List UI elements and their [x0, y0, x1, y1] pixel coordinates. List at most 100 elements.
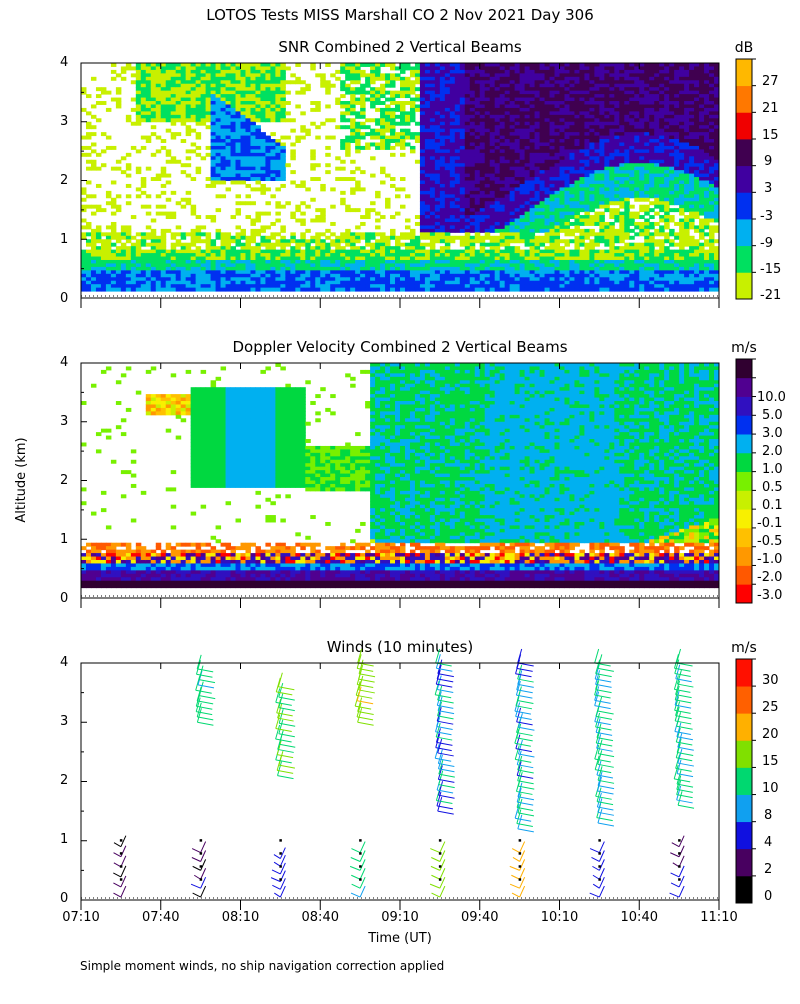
snr-cell: [175, 80, 182, 85]
snr-cell: [310, 270, 316, 275]
snr-cell: [81, 204, 87, 209]
snr-cell: [130, 256, 137, 261]
snr-cell: [504, 259, 511, 264]
snr-cell: [235, 121, 241, 126]
snr-cell: [255, 280, 261, 285]
snr-cell: [599, 273, 605, 278]
snr-cell: [170, 273, 177, 278]
snr-cell: [235, 97, 241, 102]
snr-cell: [155, 194, 162, 199]
snr-cell: [524, 197, 531, 202]
snr-cell: [424, 266, 431, 271]
snr-cell: [479, 249, 486, 254]
snr-cell: [195, 215, 202, 220]
snr-cell: [380, 139, 386, 143]
snr-cell: [519, 69, 526, 74]
snr-cell: [584, 104, 590, 109]
snr-cell: [115, 194, 122, 199]
snr-cell: [469, 132, 476, 137]
snr-cell: [115, 90, 122, 95]
snr-cell: [479, 128, 486, 133]
snr-cell: [459, 190, 466, 195]
snr-cell: [589, 97, 595, 102]
snr-cell: [245, 266, 251, 271]
snr-cell: [404, 246, 411, 251]
snr-cell: [170, 215, 177, 220]
snr-cell: [534, 263, 541, 268]
snr-cell: [260, 111, 266, 116]
snr-cell: [315, 239, 321, 244]
snr-cell: [429, 87, 436, 92]
snr-cell: [340, 87, 346, 92]
snr-cell: [524, 173, 531, 178]
snr-cell: [265, 139, 271, 143]
snr-cell: [190, 128, 197, 133]
snr-cell: [569, 280, 575, 285]
snr-cell: [355, 111, 361, 116]
snr-cell: [305, 87, 311, 92]
snr-cell: [459, 287, 466, 292]
snr-cell: [360, 273, 366, 278]
snr-cell: [519, 249, 526, 254]
snr-cell: [599, 270, 605, 275]
snr-cell: [524, 218, 531, 223]
snr-cell: [519, 235, 526, 240]
snr-cell: [444, 83, 451, 88]
snr-cell: [240, 266, 246, 271]
snr-cell: [429, 66, 436, 71]
snr-cell: [160, 69, 167, 74]
snr-cell: [439, 235, 446, 240]
snr-cell: [185, 107, 192, 112]
snr-cell: [459, 197, 466, 202]
snr-cell: [275, 211, 281, 216]
snr-cell: [130, 242, 137, 247]
snr-cell: [434, 280, 441, 285]
snr-cell: [549, 256, 556, 261]
snr-cell: [499, 97, 506, 102]
snr-cell: [494, 114, 501, 119]
snr-cell: [549, 76, 556, 81]
snr-cell: [559, 73, 565, 78]
snr-cell: [205, 69, 212, 74]
snr-cell: [589, 166, 595, 171]
snr-cell: [140, 104, 147, 109]
snr-cell: [145, 76, 152, 81]
snr-cell: [489, 166, 496, 171]
snr-cell: [599, 145, 605, 150]
snr-cell: [180, 284, 187, 289]
snr-cell: [165, 253, 172, 258]
snr-cell: [479, 215, 486, 220]
snr-cell: [479, 132, 486, 137]
snr-cell: [419, 204, 426, 209]
snr-cell: [519, 183, 526, 188]
snr-cell: [180, 69, 187, 74]
snr-cell: [175, 259, 182, 264]
snr-cell: [240, 253, 246, 258]
snr-cell: [180, 273, 187, 278]
snr-cell: [185, 163, 192, 168]
snr-cell: [419, 242, 426, 247]
snr-cell: [429, 239, 436, 244]
snr-cell: [534, 121, 541, 126]
snr-cell: [345, 73, 351, 78]
snr-cell: [549, 194, 556, 199]
snr-cell: [260, 80, 266, 85]
snr-cell: [484, 111, 491, 116]
snr-cell: [110, 228, 117, 233]
snr-cell: [504, 246, 511, 251]
snr-cell: [434, 97, 441, 102]
snr-cell: [385, 280, 391, 285]
snr-cell: [469, 201, 476, 206]
snr-cell: [554, 145, 560, 150]
snr-cell: [175, 263, 182, 268]
snr-cell: [504, 76, 511, 81]
snr-cell: [569, 170, 575, 175]
snr-cell: [484, 270, 491, 275]
snr-cell: [434, 80, 441, 85]
snr-cell: [260, 190, 266, 195]
snr-cell: [200, 249, 207, 254]
snr-cell: [120, 246, 127, 251]
snr-cell: [395, 277, 401, 282]
snr-cell: [579, 204, 585, 209]
snr-cell: [240, 69, 246, 74]
